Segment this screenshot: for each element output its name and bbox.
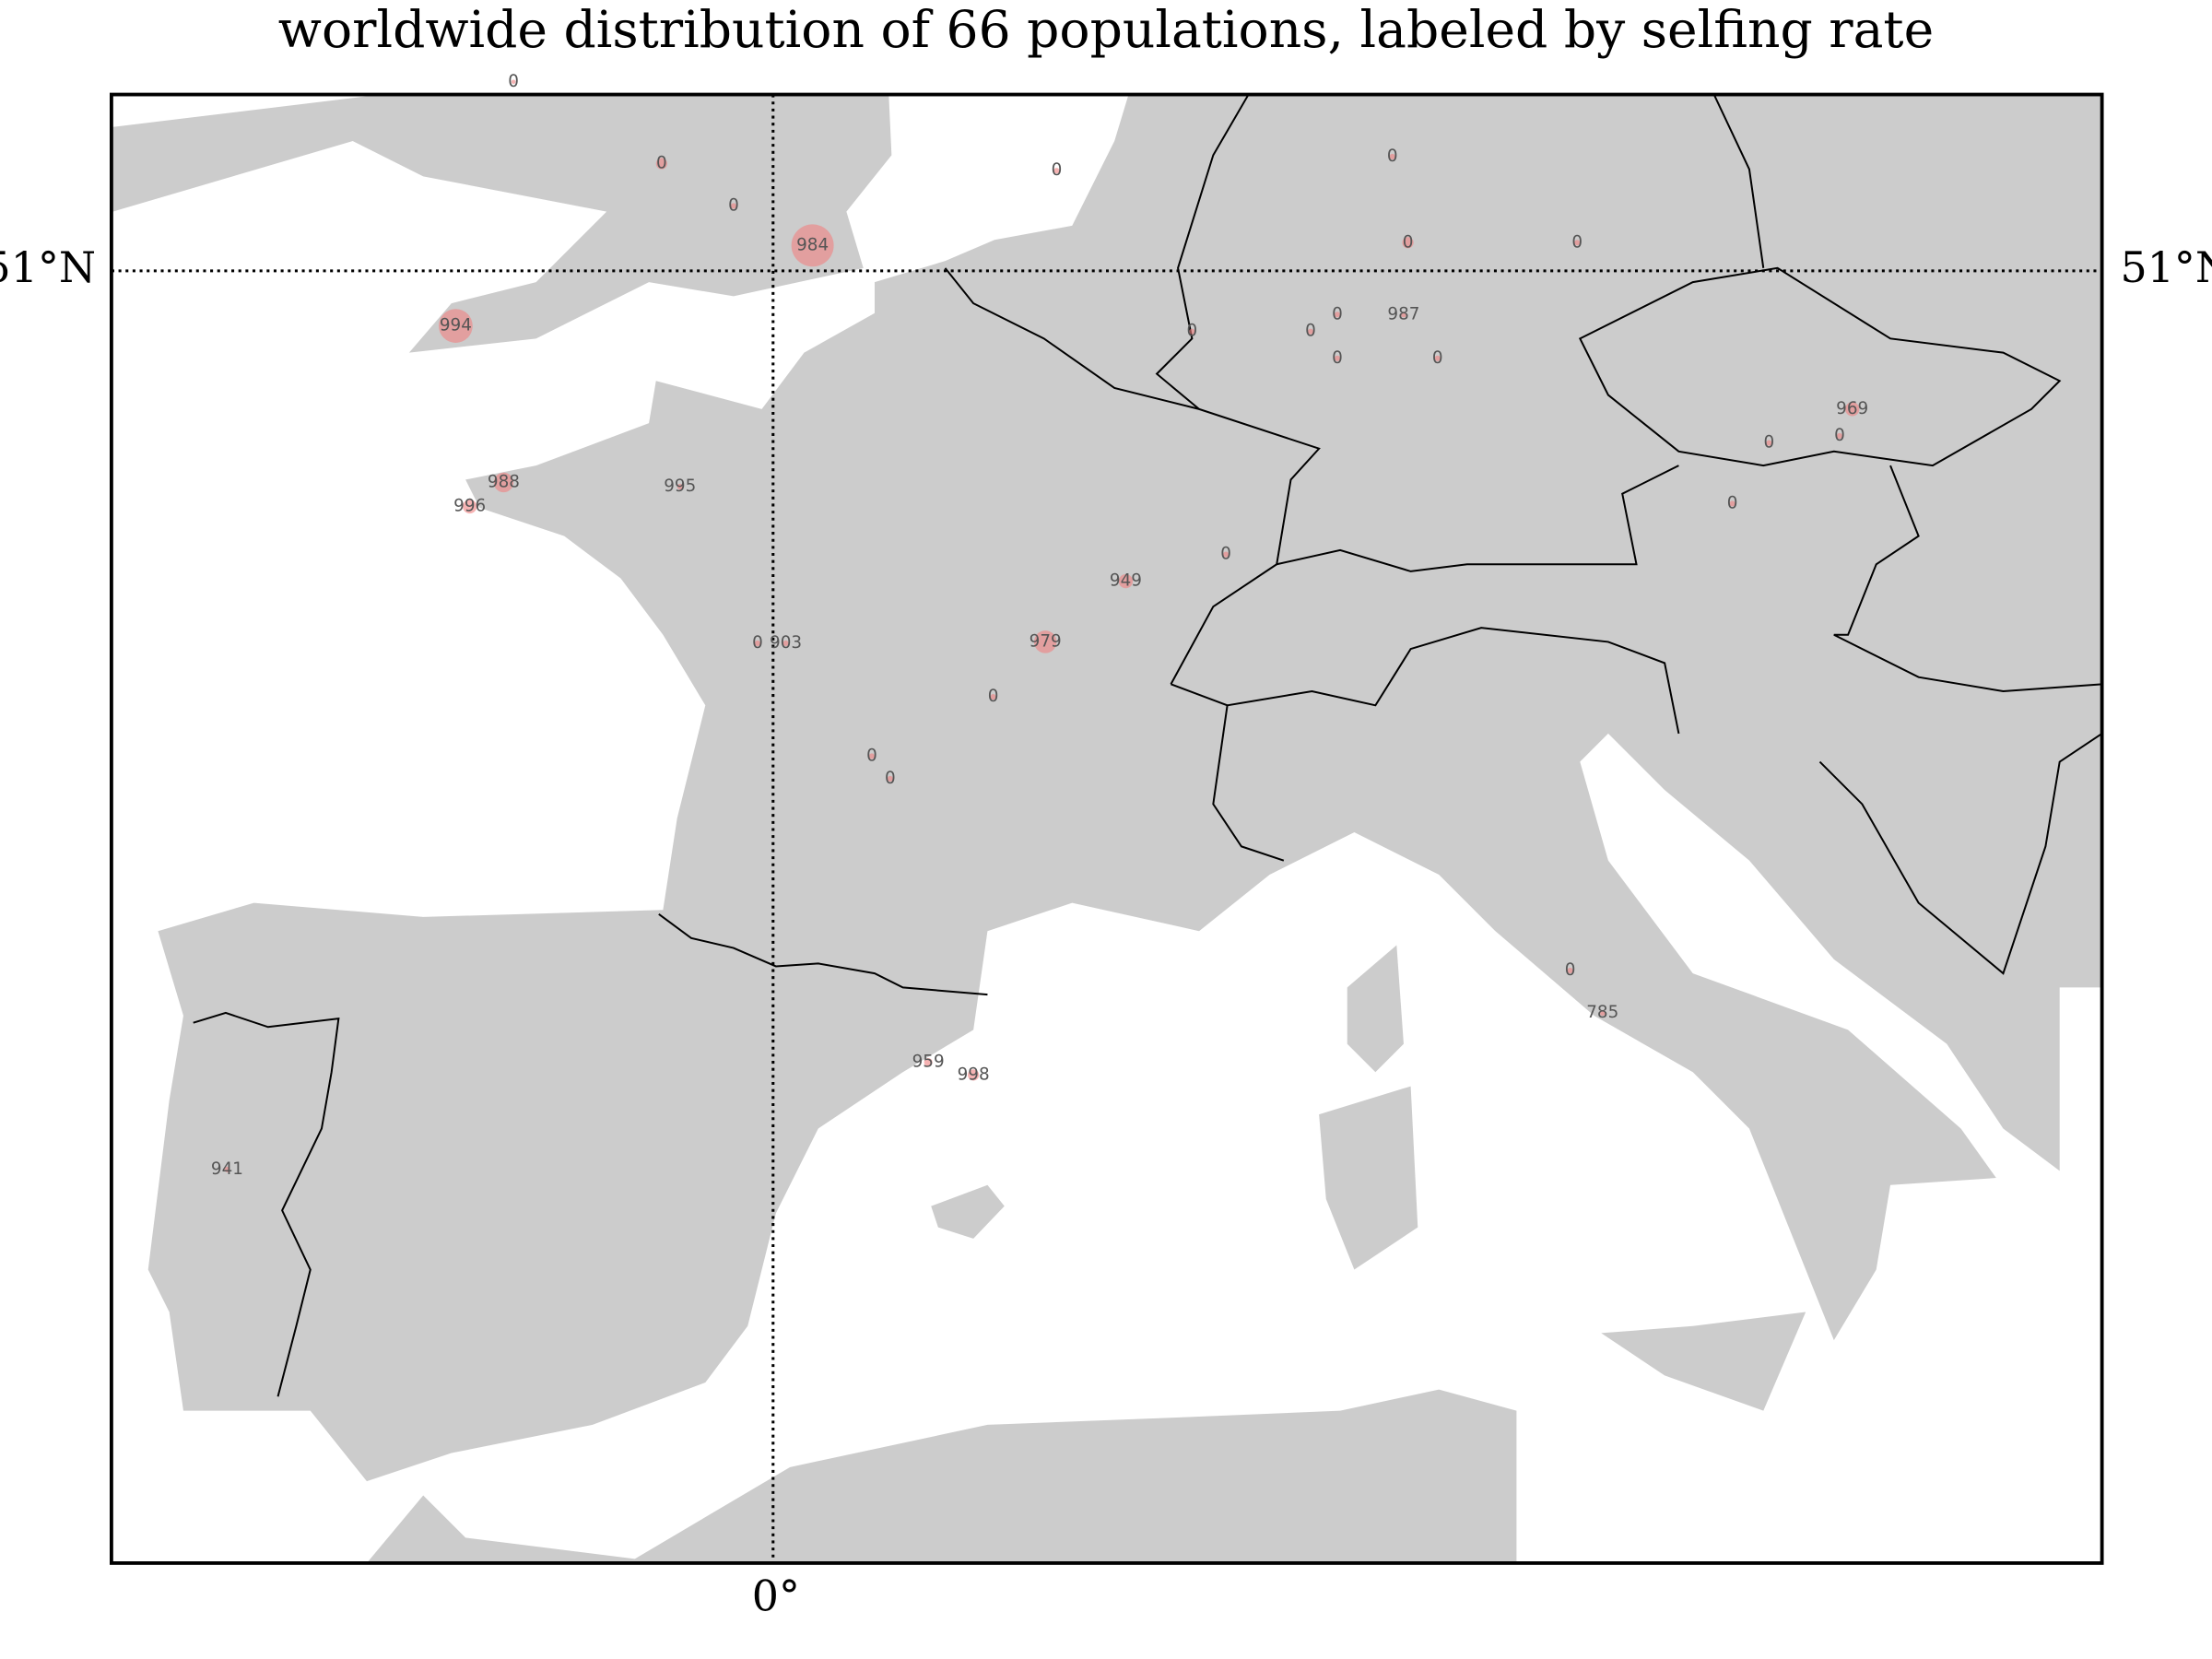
population-marker bbox=[1334, 355, 1341, 361]
population-marker bbox=[655, 158, 667, 170]
border bbox=[944, 267, 1321, 685]
meridian-label: 0° bbox=[752, 1571, 800, 1621]
population-marker bbox=[1400, 312, 1407, 318]
population-marker bbox=[224, 1166, 230, 1172]
selfing-rate-label: 0 bbox=[1834, 426, 1845, 445]
border bbox=[1227, 627, 1680, 735]
selfing-rate-label: 0 bbox=[656, 154, 667, 173]
population-marker bbox=[439, 309, 473, 343]
population-marker bbox=[990, 694, 996, 700]
land bbox=[931, 1184, 1005, 1239]
population-marker bbox=[791, 224, 834, 267]
border bbox=[1276, 465, 1679, 572]
selfing-rate-label: 0 bbox=[1052, 160, 1063, 180]
population-marker bbox=[1599, 1009, 1606, 1017]
border bbox=[1712, 94, 1765, 268]
border bbox=[193, 1011, 340, 1397]
selfing-rate-label: 995 bbox=[664, 477, 696, 496]
border bbox=[1171, 683, 1285, 862]
land bbox=[1601, 1312, 1806, 1411]
land bbox=[366, 1389, 1517, 1563]
selfing-rate-label: 996 bbox=[453, 496, 486, 515]
population-marker bbox=[1567, 968, 1573, 974]
population-marker bbox=[1033, 630, 1057, 653]
population-marker bbox=[511, 79, 516, 85]
population-marker bbox=[1729, 500, 1735, 507]
selfing-rate-label: 987 bbox=[1387, 304, 1419, 324]
population-marker bbox=[1766, 440, 1772, 446]
selfing-rate-label: 0 bbox=[1565, 960, 1576, 980]
population-marker bbox=[1223, 551, 1230, 558]
selfing-rate-label: 0 bbox=[508, 72, 519, 91]
selfing-rate-label: 0 bbox=[728, 195, 739, 215]
land bbox=[1347, 945, 1404, 1073]
selfing-rate-label: 0 bbox=[866, 746, 877, 765]
population-marker bbox=[1434, 355, 1441, 361]
border bbox=[1818, 733, 2102, 975]
population-marker bbox=[1402, 237, 1414, 249]
population-marker bbox=[677, 484, 683, 490]
selfing-rate-label: 979 bbox=[1030, 631, 1062, 651]
selfing-rate-label: 984 bbox=[796, 235, 829, 254]
population-marker bbox=[868, 753, 875, 759]
selfing-rate-label: 0 bbox=[1220, 545, 1231, 564]
land bbox=[1319, 1086, 1418, 1270]
population-marker bbox=[1845, 402, 1860, 417]
selfing-rate-label: 0 bbox=[1332, 348, 1343, 368]
selfing-rate-label: 949 bbox=[1110, 571, 1142, 591]
population-marker bbox=[924, 1057, 933, 1067]
land bbox=[147, 94, 2102, 1482]
selfing-rate-label: 941 bbox=[211, 1159, 243, 1179]
border bbox=[1155, 94, 1250, 410]
border bbox=[1578, 266, 2062, 467]
border bbox=[658, 913, 988, 996]
population-marker bbox=[1118, 573, 1134, 589]
selfing-rate-label: 969 bbox=[1836, 399, 1868, 418]
border bbox=[1833, 465, 2102, 693]
basemap bbox=[112, 94, 2102, 1563]
population-marker bbox=[1189, 328, 1195, 335]
population-marker bbox=[968, 1069, 980, 1081]
selfing-rate-label: 998 bbox=[958, 1065, 990, 1084]
selfing-rate-label: 0 bbox=[1403, 232, 1414, 252]
selfing-rate-label: 959 bbox=[912, 1053, 945, 1072]
population-marker bbox=[463, 499, 477, 514]
population-marker bbox=[1053, 168, 1060, 174]
selfing-rate-label: 988 bbox=[488, 472, 520, 491]
map-title: worldwide distribution of 66 populations… bbox=[278, 0, 1934, 59]
map-frame bbox=[110, 92, 2104, 1565]
population-marker bbox=[493, 472, 514, 493]
selfing-rate-label: 0 bbox=[988, 687, 999, 706]
population-marker bbox=[782, 640, 789, 647]
population-marker bbox=[1389, 153, 1395, 159]
selfing-rate-label: 0 bbox=[885, 769, 896, 788]
land bbox=[112, 94, 892, 353]
selfing-rate-label: 903 bbox=[770, 633, 802, 653]
selfing-rate-label: 0 bbox=[1432, 348, 1443, 368]
population-marker bbox=[754, 640, 760, 647]
selfing-rate-label: 0 bbox=[1305, 322, 1316, 341]
population-marker bbox=[1574, 240, 1581, 246]
selfing-rate-label: 0 bbox=[1187, 322, 1198, 341]
selfing-rate-label: 0 bbox=[1764, 433, 1775, 453]
selfing-rate-label: 0 bbox=[1571, 232, 1583, 252]
selfing-rate-label: 0 bbox=[1727, 493, 1738, 512]
selfing-rate-label: 0 bbox=[1332, 304, 1343, 324]
parallel-label: 51°N bbox=[0, 242, 96, 292]
selfing-rate-label: 0 bbox=[1387, 147, 1398, 166]
population-marker bbox=[1307, 328, 1313, 335]
population-marker bbox=[1334, 312, 1341, 318]
selfing-rate-label: 0 bbox=[752, 633, 763, 653]
population-marker bbox=[730, 203, 736, 209]
selfing-rate-label: 994 bbox=[440, 316, 472, 335]
parallel-label: 51°N bbox=[2121, 242, 2212, 292]
population-marker bbox=[887, 775, 893, 782]
population-marker bbox=[1836, 432, 1842, 440]
selfing-rate-label: 785 bbox=[1586, 1003, 1618, 1022]
